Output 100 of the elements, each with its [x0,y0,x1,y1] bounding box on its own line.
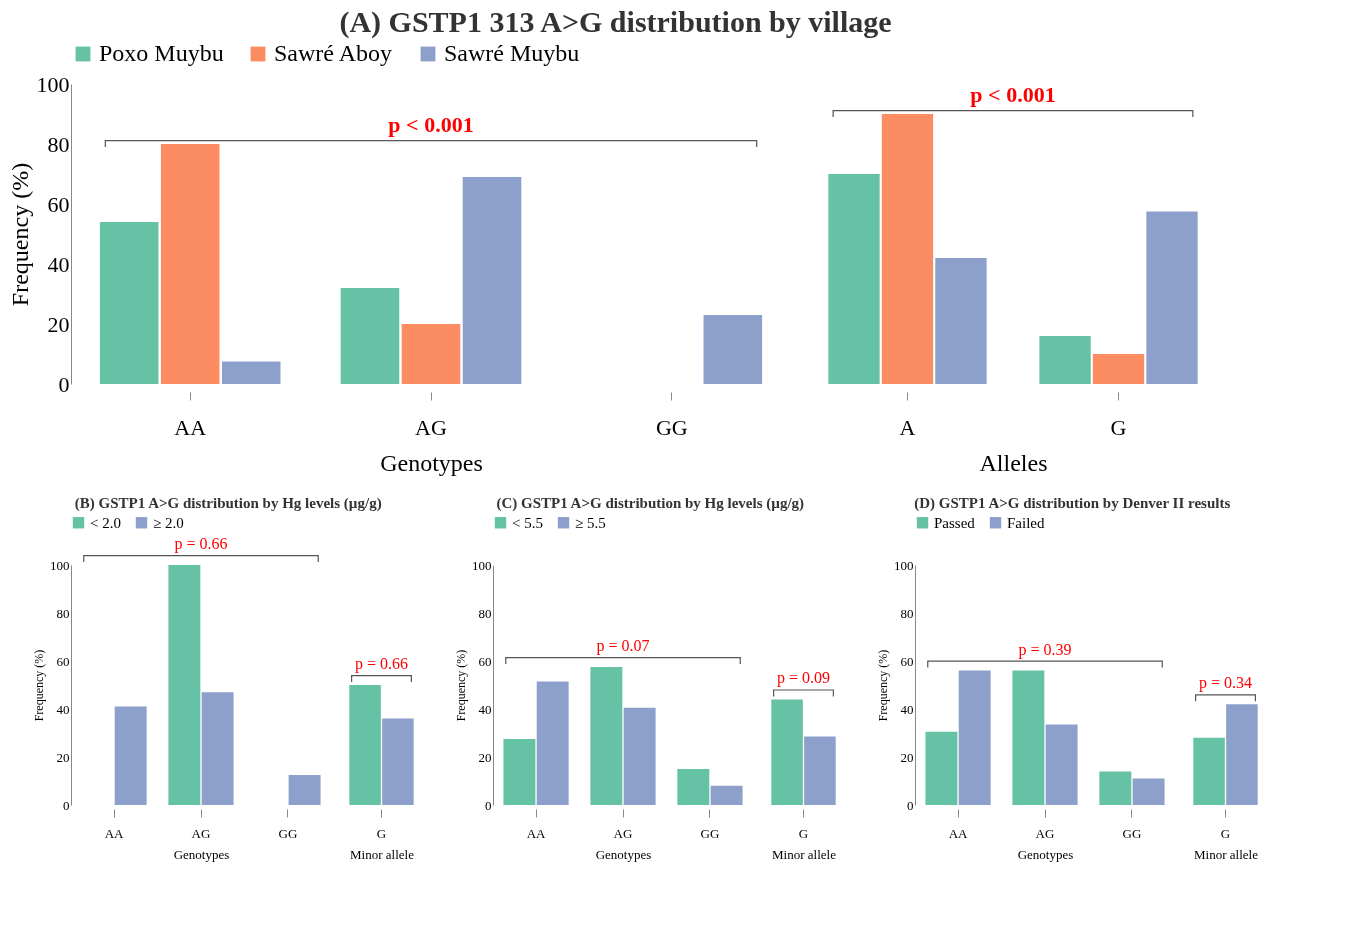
bar [114,706,147,805]
bar [828,174,880,384]
y-tick-label: 60 [56,653,70,669]
bar [623,707,656,805]
x-tick-label: GG [278,825,298,841]
bar [1092,354,1145,384]
bar [221,361,281,384]
x-tick-label: G [798,825,809,841]
legend-label: Poxo Muybu [99,40,224,66]
annotation: p = 0.66 [354,655,409,673]
y-tick-label: 80 [478,605,492,621]
legend-label: Passed [934,514,976,531]
y-tick-label: 0 [485,797,492,813]
bar [677,769,710,805]
legend-label: < 2.0 [90,514,121,531]
bar [1045,724,1078,805]
bar [160,144,220,384]
y-tick-label: 40 [56,701,70,717]
bar [536,681,569,805]
legend-label: Failed [1007,514,1045,531]
y-tick-label: 20 [47,311,70,337]
chart-title: (C) GSTP1 A>G distribution by Hg levels (µg/g) [496,495,805,512]
y-tick-label: 40 [900,701,914,717]
y-tick-label: 100 [472,557,492,573]
annotation: p < 0.001 [388,112,474,137]
y-tick-label: 20 [56,749,70,765]
y-tick-label: 80 [900,605,914,621]
x-axis-title: Minor allele [772,846,837,862]
x-axis-title: Genotypes [173,846,230,862]
legend-label: Sawré Aboy [274,40,392,66]
bar [201,692,234,805]
x-axis-title: Minor allele [350,846,415,862]
legend-label: < 5.5 [512,514,543,531]
bar [590,667,623,805]
x-tick-label: G [1220,825,1231,841]
y-axis-title: Frequency (%) [6,162,33,307]
bar [1146,211,1198,384]
bar [1132,778,1165,805]
bar [340,288,400,384]
x-tick-label: GG [655,415,688,441]
x-axis-title: Genotypes [595,846,652,862]
annotation: p = 0.39 [1018,640,1072,659]
y-tick-label: 20 [478,749,492,765]
bar [99,222,159,384]
x-tick-label: AG [1035,825,1055,841]
bar [288,775,321,805]
legend-label: ≥ 2.0 [153,514,184,531]
y-tick-label: 60 [900,653,914,669]
annotation: p < 0.001 [970,82,1056,107]
y-tick-label: 60 [47,191,70,217]
y-tick-label: 80 [47,131,70,157]
bar [703,315,763,384]
x-axis-title: Genotypes [1017,846,1074,862]
bar [503,739,536,805]
x-tick-label: AA [174,415,207,441]
chart-title: (A) GSTP1 313 A>G distribution by village [339,5,892,39]
x-tick-label: AG [613,825,633,841]
y-tick-label: 0 [58,371,70,397]
x-tick-label: AA [948,825,969,841]
x-tick-label: AA [104,825,125,841]
bar [1012,670,1045,805]
bar [462,177,522,384]
bar [1099,771,1132,805]
y-tick-label: 80 [56,605,70,621]
bar [958,670,991,805]
y-tick-label: 0 [63,797,70,813]
bar [401,324,461,384]
bar [925,731,958,805]
x-axis-title: Alleles [979,450,1048,477]
y-axis-title: Frequency (%) [876,649,890,722]
legend-label: ≥ 5.5 [575,514,606,531]
y-axis-title: Frequency (%) [32,649,46,722]
bar [935,258,987,384]
y-tick-label: 0 [907,797,914,813]
legend-label: Sawré Muybu [444,40,580,66]
y-tick-label: 20 [900,749,914,765]
annotation: p = 0.09 [776,669,831,688]
bar [1039,336,1091,384]
text: p = 0.66 [174,535,228,553]
chart-title: (B) GSTP1 A>G distribution by Hg levels (µg/g) [74,495,382,512]
bar [168,565,201,805]
chart-title: (D) GSTP1 A>G distribution by Denver II results [914,495,1231,512]
y-tick-label: 60 [478,653,492,669]
x-tick-label: A [899,415,916,441]
x-tick-label: G [1110,415,1127,441]
y-tick-label: 100 [36,71,70,97]
x-tick-label: AA [526,825,547,841]
bar [710,785,743,805]
x-axis-title: Genotypes [380,450,483,477]
annotation: p = 0.34 [1198,674,1253,693]
y-axis-title: Frequency (%) [454,649,468,722]
x-axis-title: Minor allele [1194,846,1259,862]
y-tick-label: 100 [50,557,70,573]
annotation: p = 0.07 [596,637,650,655]
x-tick-label: G [376,825,387,841]
y-tick-label: 40 [478,701,492,717]
y-tick-label: 100 [894,557,914,573]
x-tick-label: AG [191,825,211,841]
y-tick-label: 40 [47,251,70,277]
bar [881,114,934,384]
